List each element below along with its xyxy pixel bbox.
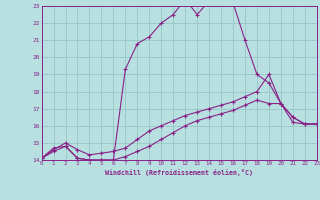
X-axis label: Windchill (Refroidissement éolien,°C): Windchill (Refroidissement éolien,°C) (105, 169, 253, 176)
